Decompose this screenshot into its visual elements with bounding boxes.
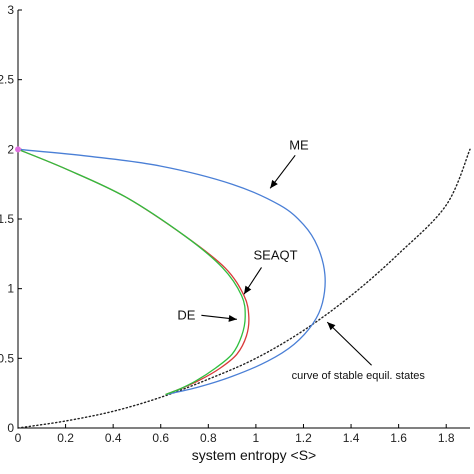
y-tick-label: 3 — [7, 3, 14, 17]
annotation-equilibrium-label: curve of stable equil. states — [292, 370, 426, 382]
series-seaqt-line — [17, 148, 250, 396]
x-tick-label: 0 — [15, 431, 22, 445]
x-tick-label: 1.6 — [390, 431, 407, 445]
series-de-line — [17, 148, 246, 396]
x-tick-label: 0.8 — [200, 431, 217, 445]
annotation-equilibrium-arrowhead — [327, 322, 336, 331]
annotation-layer: ME SEAQT DE curve of stable equil. states — [177, 137, 425, 382]
y-tick-label: 0.5 — [0, 351, 14, 365]
y-tick-label: 0 — [7, 421, 14, 435]
start-point-marker — [15, 146, 21, 153]
x-tick-label: 1.2 — [295, 431, 312, 445]
annotation-equilibrium-arrow — [326, 321, 372, 366]
y-tick-label: 1 — [7, 282, 14, 296]
y-tick-label: 1.5 — [0, 212, 14, 226]
y-tick-label: 2 — [7, 142, 14, 156]
x-tick-label: 1.4 — [343, 431, 360, 445]
annotation-de-arrowhead — [228, 314, 237, 322]
plot-area: 0 0.2 0.4 0.6 0.8 1 1.2 1.4 1.6 1.8 0 0.5 1 1.5 2 2.5 3… — [0, 3, 471, 445]
series-equilibrium-line — [17, 148, 471, 429]
x-tick-label: 0.2 — [57, 431, 74, 445]
annotation-de-label: DE — [177, 307, 195, 322]
y-axis-ticks: 0 0.5 1 1.5 2 2.5 3 — [0, 3, 22, 435]
y-tick-label: 2.5 — [0, 73, 14, 87]
x-axis-ticks: 0 0.2 0.4 0.6 0.8 1 1.2 1.4 1.6 1.8 — [15, 424, 455, 445]
x-tick-label: 1 — [253, 431, 260, 445]
annotation-me-arrowhead — [270, 179, 278, 189]
annotation-me-label: ME — [289, 137, 309, 152]
series-layer — [15, 146, 471, 429]
annotation-seaqt-label: SEAQT — [254, 247, 298, 262]
x-tick-label: 0.4 — [105, 431, 122, 445]
x-tick-label: 0.6 — [152, 431, 169, 445]
series-me-line — [17, 148, 326, 396]
annotation-seaqt-arrowhead — [244, 285, 252, 295]
x-tick-label: 1.8 — [438, 431, 455, 445]
x-axis-label: system entropy <S> — [192, 447, 317, 463]
